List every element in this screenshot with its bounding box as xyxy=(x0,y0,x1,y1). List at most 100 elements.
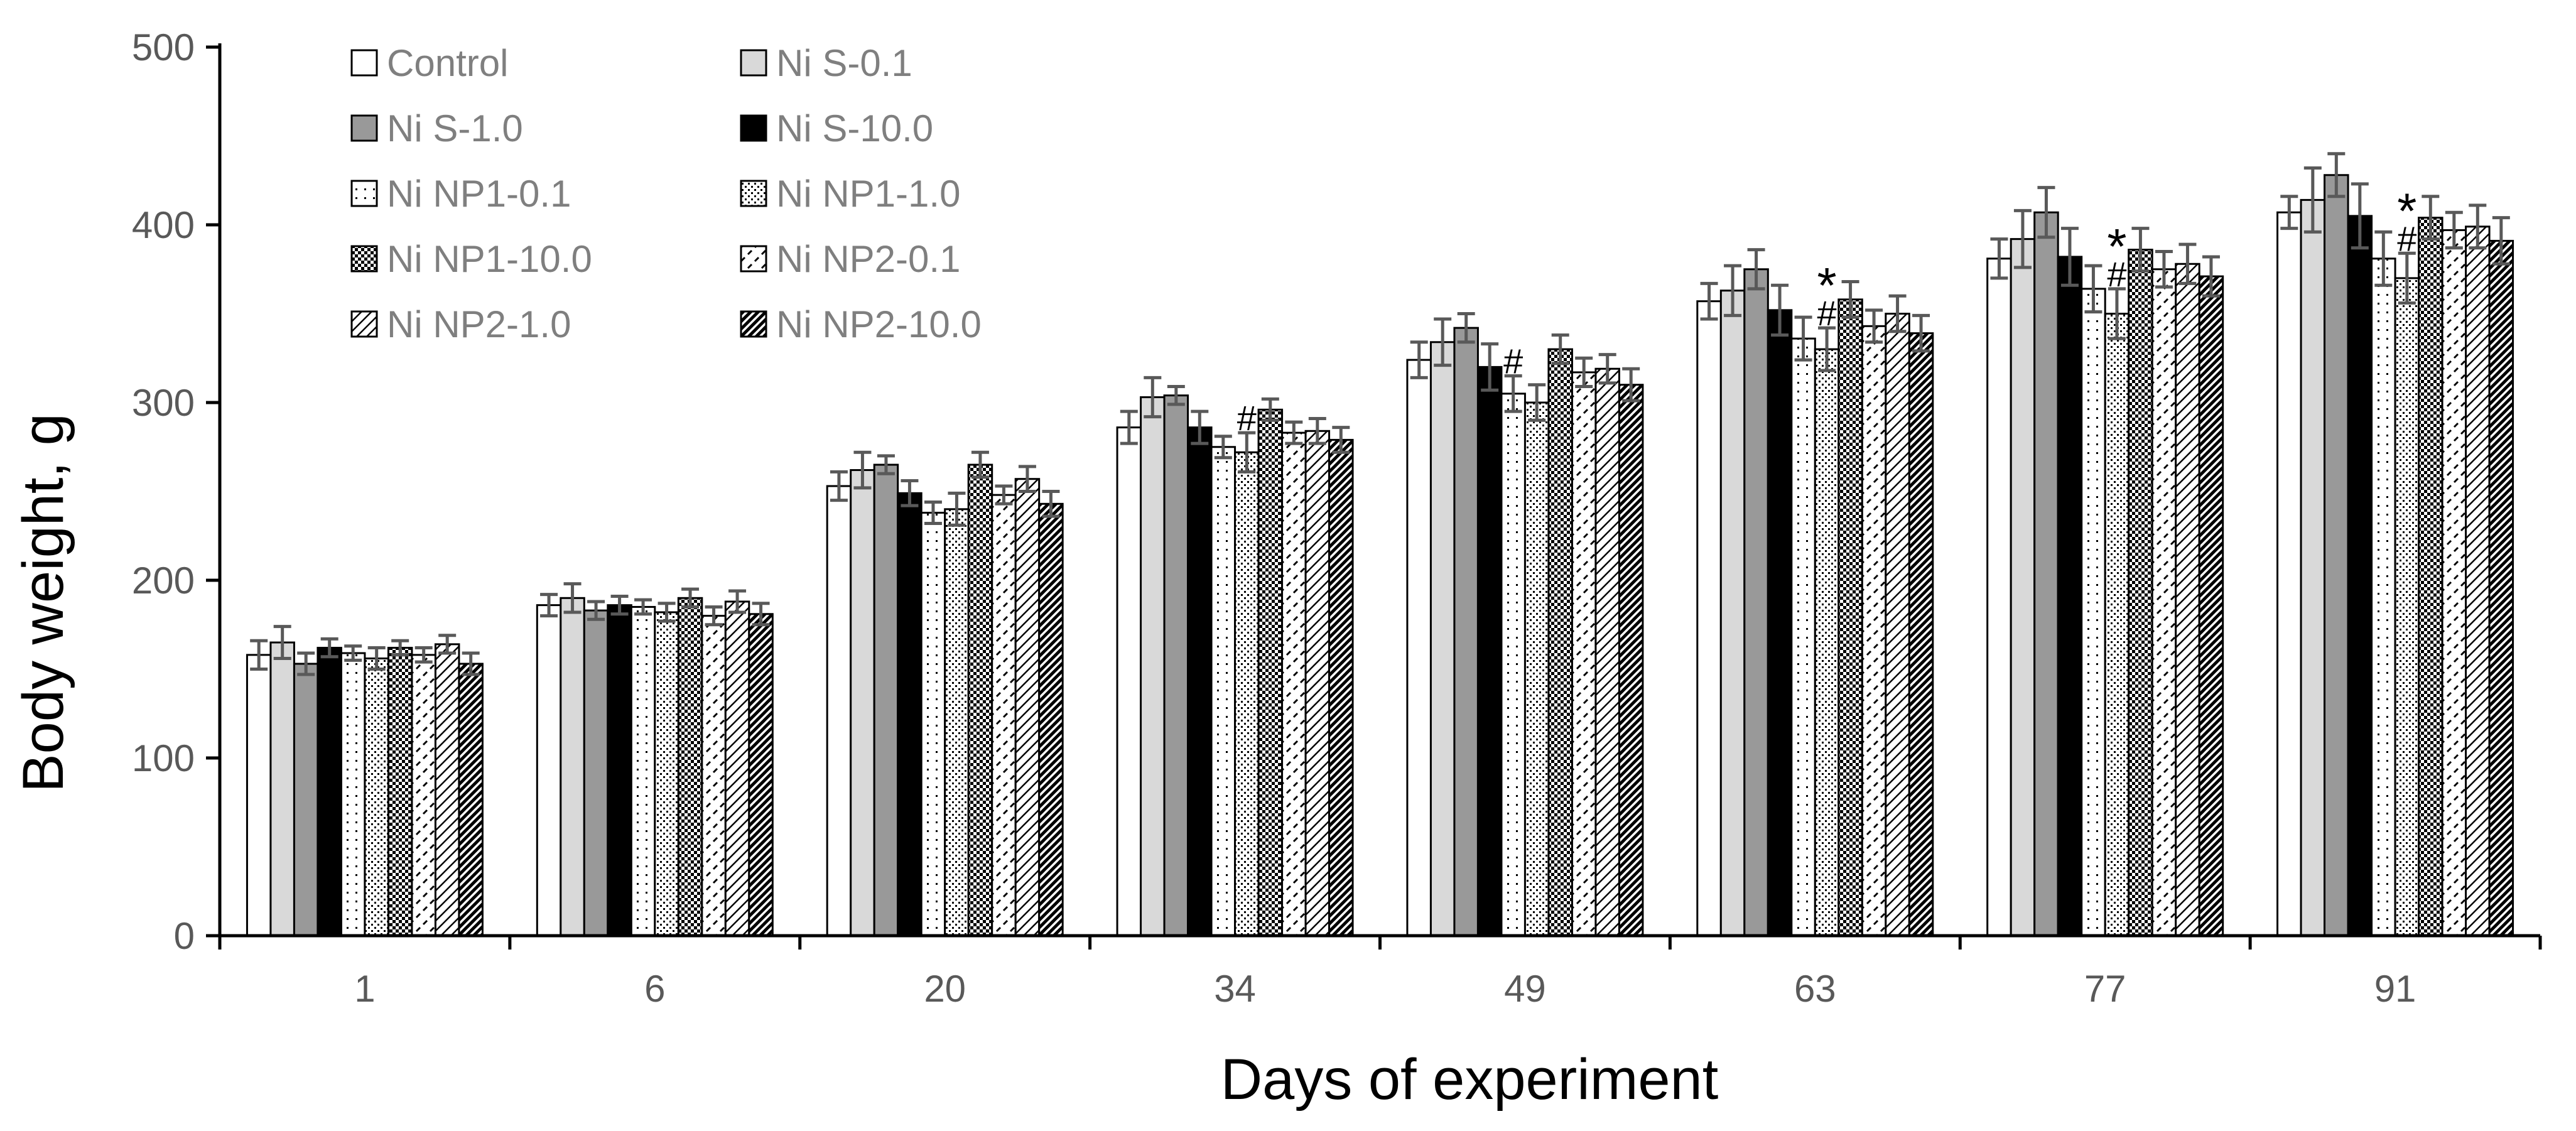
y-tick-label: 0 xyxy=(174,915,195,957)
legend-swatch xyxy=(740,180,767,207)
legend-swatch xyxy=(350,49,378,77)
bar-ni-np2-1-0-day-63 xyxy=(1885,313,1910,937)
bar-ni-s-10-0-day-1 xyxy=(317,647,342,937)
error-bar-control-day-6 xyxy=(540,593,558,618)
error-bar-ni-np2-0-1-day-20 xyxy=(995,484,1013,506)
legend-label: Ni S-1.0 xyxy=(387,107,523,149)
error-bar-ni-np1-1-0-day-20 xyxy=(948,491,966,527)
bar-ni-np1-1-0-day-1 xyxy=(364,657,389,937)
error-bar-ni-np1-10-0-day-6 xyxy=(681,587,700,609)
error-bar-ni-np2-0-1-day-1 xyxy=(414,646,433,664)
y-tick-label: 500 xyxy=(132,26,195,68)
error-bar-ni-s-0-1-day-6 xyxy=(563,582,582,614)
error-bar-control-day-63 xyxy=(1700,281,1718,321)
legend: Control Ni S-0.1 Ni S-1.0 Ni S-10.0 Ni NP1-0… xyxy=(350,42,982,345)
bar-ni-s-0-1-day-49 xyxy=(1429,341,1456,937)
y-tick-label: 100 xyxy=(132,737,195,779)
legend-swatch xyxy=(740,114,767,142)
error-bar-control-day-34 xyxy=(1120,409,1138,445)
significance-hash: # xyxy=(2107,254,2126,294)
bar-ni-s-10-0-day-77 xyxy=(2057,256,2083,937)
error-bar-ni-s-0-1-day-63 xyxy=(1724,264,1742,317)
bar-ni-s-10-0-day-20 xyxy=(897,492,923,937)
error-bar-ni-np2-0-1-day-49 xyxy=(1575,356,1593,389)
error-bar-ni-np1-0-1-day-6 xyxy=(634,598,652,616)
error-bar-ni-np2-10-0-day-49 xyxy=(1622,367,1640,403)
bar-ni-s-0-1-day-6 xyxy=(560,597,585,937)
error-bar-ni-np2-1-0-day-34 xyxy=(1308,416,1326,445)
bar-ni-np1-10-0-day-49 xyxy=(1547,348,1573,937)
legend-swatch xyxy=(740,310,767,338)
error-bar-ni-s-0-1-day-77 xyxy=(2013,208,2032,269)
bar-ni-np1-0-1-day-63 xyxy=(1790,337,1816,937)
legend-label: Ni S-0.1 xyxy=(776,42,912,84)
bar-ni-s-1-0-day-91 xyxy=(2324,174,2349,937)
bar-ni-np1-1-0-day-34 xyxy=(1234,451,1260,937)
bar-ni-s-10-0-day-63 xyxy=(1767,309,1793,937)
error-bar-ni-np2-10-0-day-91 xyxy=(2492,216,2510,266)
error-bar-ni-np2-10-0-day-20 xyxy=(1042,490,1060,518)
error-bar-control-day-1 xyxy=(250,639,268,671)
bar-ni-np2-1-0-day-49 xyxy=(1594,367,1620,937)
legend-label: Ni NP2-1.0 xyxy=(387,303,571,345)
error-bar-control-day-49 xyxy=(1410,340,1428,379)
error-bar-ni-s-1-0-day-34 xyxy=(1167,385,1185,406)
bar-ni-np2-0-1-day-20 xyxy=(991,494,1017,937)
bar-ni-np1-1-0-day-20 xyxy=(944,508,970,937)
error-bars-layer xyxy=(250,152,2510,676)
bar-ni-np2-1-0-day-6 xyxy=(724,600,750,937)
legend-label: Ni NP1-1.0 xyxy=(776,173,960,215)
bar-control-day-91 xyxy=(2276,211,2302,937)
bar-ni-np1-10-0-day-63 xyxy=(1837,298,1863,937)
error-bar-ni-np2-1-0-day-77 xyxy=(2178,242,2197,285)
x-tick-label: 34 xyxy=(1214,968,1256,1010)
bar-ni-np2-0-1-day-77 xyxy=(2151,268,2177,937)
error-bar-ni-np2-1-0-day-49 xyxy=(1598,353,1616,385)
bar-ni-np2-1-0-day-34 xyxy=(1304,430,1331,937)
error-bar-ni-s-1-0-day-77 xyxy=(2037,186,2055,239)
error-bar-ni-np2-10-0-day-6 xyxy=(752,602,770,627)
bar-ni-s-1-0-day-1 xyxy=(293,663,319,937)
bar-ni-np2-1-0-day-20 xyxy=(1014,478,1041,937)
error-bar-ni-s-0-1-day-49 xyxy=(1434,317,1452,367)
legend-label: Ni S-10.0 xyxy=(776,107,933,149)
bar-ni-s-10-0-day-49 xyxy=(1476,365,1503,937)
legend-label: Ni NP2-0.1 xyxy=(776,238,960,280)
error-bar-ni-s-0-1-day-20 xyxy=(853,450,872,490)
error-bar-ni-np1-1-0-day-91 xyxy=(2398,251,2416,305)
error-bar-ni-np1-1-0-day-77 xyxy=(2108,287,2126,340)
legend-swatch xyxy=(350,180,378,207)
legend-item-ni-np2-0-1: Ni NP2-0.1 xyxy=(740,238,960,280)
bar-ni-np1-1-0-day-6 xyxy=(654,611,679,937)
significance-marks-layer: ###* #* #* xyxy=(1237,183,2417,438)
error-bar-ni-np1-1-0-day-34 xyxy=(1238,431,1256,474)
x-tick-label: 49 xyxy=(1504,968,1546,1010)
error-bar-ni-np2-10-0-day-63 xyxy=(1912,313,1930,353)
significance-hash: # xyxy=(2397,219,2416,258)
bar-ni-np1-1-0-day-91 xyxy=(2394,277,2420,937)
x-axis-title: Days of experiment xyxy=(1221,1047,1719,1112)
legend-label: Ni NP1-10.0 xyxy=(387,238,592,280)
error-bar-ni-np2-10-0-day-1 xyxy=(462,651,480,676)
error-bar-ni-np2-0-1-day-91 xyxy=(2445,210,2463,250)
error-bar-ni-np2-0-1-day-63 xyxy=(1865,308,1883,344)
legend-item-ni-np2-1-0: Ni NP2-1.0 xyxy=(350,303,571,345)
bar-ni-s-10-0-day-34 xyxy=(1187,426,1213,937)
legend-swatch xyxy=(350,114,378,142)
error-bar-ni-s-1-0-day-20 xyxy=(877,454,895,475)
error-bar-ni-np2-10-0-day-77 xyxy=(2202,255,2220,298)
error-bar-ni-np2-1-0-day-91 xyxy=(2469,203,2487,250)
error-bar-ni-np1-0-1-day-63 xyxy=(1794,315,1812,362)
bar-ni-np2-10-0-day-91 xyxy=(2488,239,2514,937)
significance-star: * xyxy=(1817,257,1836,313)
x-tick-label: 77 xyxy=(2084,968,2126,1010)
bar-ni-np1-0-1-day-91 xyxy=(2371,257,2396,937)
legend-swatch xyxy=(350,310,378,338)
y-tick-label: 200 xyxy=(132,560,195,602)
error-bar-ni-s-10-0-day-1 xyxy=(320,637,338,659)
legend-label: Control xyxy=(387,42,508,84)
legend-label: Ni NP1-0.1 xyxy=(387,173,571,215)
error-bar-ni-s-10-0-day-63 xyxy=(1771,283,1789,337)
bar-ni-np2-10-0-day-63 xyxy=(1908,332,1934,937)
